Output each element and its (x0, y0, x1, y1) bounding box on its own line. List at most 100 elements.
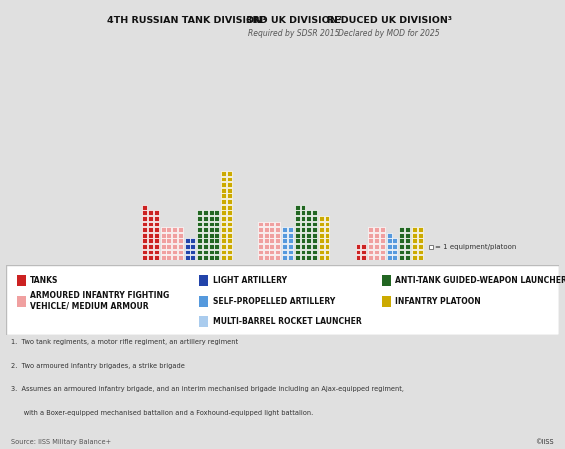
Bar (142, 233, 147, 238)
Bar (221, 244, 227, 249)
Bar (368, 233, 373, 238)
Bar (301, 244, 306, 249)
Bar (275, 238, 280, 243)
Bar (214, 255, 219, 260)
Bar (312, 210, 317, 215)
Bar (306, 210, 311, 215)
Text: with a Boxer-equipped mechanised battalion and a Foxhound-equipped light battali: with a Boxer-equipped mechanised battali… (11, 409, 314, 416)
Bar (221, 182, 227, 187)
Bar (214, 210, 219, 215)
Bar (295, 221, 300, 226)
Bar (221, 227, 227, 232)
Bar (199, 316, 208, 327)
Bar (282, 244, 287, 249)
Bar (142, 221, 147, 226)
Bar (282, 250, 287, 255)
Bar (374, 255, 379, 260)
Bar (324, 255, 329, 260)
Bar (148, 221, 153, 226)
Bar (177, 227, 182, 232)
Bar (295, 227, 300, 232)
Bar (148, 244, 153, 249)
Bar (295, 205, 300, 210)
Bar (306, 250, 311, 255)
Bar (258, 233, 263, 238)
Bar (306, 227, 311, 232)
Bar (203, 238, 208, 243)
Bar (306, 238, 311, 243)
Bar (295, 216, 300, 221)
Bar (197, 250, 202, 255)
Bar (319, 244, 324, 249)
Text: 3.  Assumes an armoured infantry brigade, and an interim mechanised brigade incl: 3. Assumes an armoured infantry brigade,… (11, 386, 404, 392)
Bar (199, 275, 208, 286)
Text: LIGHT ARTILLERY: LIGHT ARTILLERY (213, 276, 286, 285)
Bar (190, 244, 195, 249)
Bar (221, 176, 227, 181)
Bar (258, 238, 263, 243)
Bar (368, 227, 373, 232)
Bar (301, 250, 306, 255)
Bar (154, 255, 159, 260)
Bar (412, 227, 417, 232)
Text: TANKS: TANKS (30, 276, 58, 285)
Bar (386, 233, 392, 238)
Bar (306, 216, 311, 221)
Bar (214, 216, 219, 221)
Bar (208, 221, 214, 226)
Bar (399, 244, 405, 249)
Bar (275, 255, 280, 260)
Bar (386, 250, 392, 255)
Text: Source: IISS Military Balance+: Source: IISS Military Balance+ (11, 439, 111, 445)
Text: Declared by MOD for 2025: Declared by MOD for 2025 (338, 29, 440, 38)
Bar (142, 250, 147, 255)
Bar (177, 238, 182, 243)
Bar (208, 227, 214, 232)
Bar (301, 205, 306, 210)
Text: REDUCED UK DIVISION³: REDUCED UK DIVISION³ (327, 16, 451, 25)
Bar (361, 244, 366, 249)
Bar (172, 238, 177, 243)
Bar (154, 244, 159, 249)
Bar (288, 233, 293, 238)
Bar (227, 233, 232, 238)
Bar (380, 244, 385, 249)
Bar (154, 216, 159, 221)
Bar (148, 255, 153, 260)
Bar (324, 216, 329, 221)
Bar (270, 255, 275, 260)
Bar (17, 295, 25, 307)
Bar (208, 244, 214, 249)
Bar (301, 255, 306, 260)
Bar (275, 233, 280, 238)
Text: ANTI-TANK GUIDED-WEAPON LAUNCHER: ANTI-TANK GUIDED-WEAPON LAUNCHER (396, 276, 565, 285)
Bar (306, 244, 311, 249)
Bar (312, 250, 317, 255)
Bar (214, 244, 219, 249)
Bar (380, 250, 385, 255)
Bar (154, 227, 159, 232)
Bar (288, 244, 293, 249)
Bar (172, 227, 177, 232)
Bar (142, 238, 147, 243)
Bar (177, 250, 182, 255)
Text: Required by SDSR 2015: Required by SDSR 2015 (248, 29, 340, 38)
Bar (270, 233, 275, 238)
Bar (208, 250, 214, 255)
Bar (221, 199, 227, 204)
Bar (160, 255, 166, 260)
Bar (282, 233, 287, 238)
Bar (148, 227, 153, 232)
Bar (148, 238, 153, 243)
Bar (324, 238, 329, 243)
Bar (221, 216, 227, 221)
Bar (405, 227, 410, 232)
Bar (190, 250, 195, 255)
Bar (190, 238, 195, 243)
Bar (270, 227, 275, 232)
Text: 2.  Two armoured infantry brigades, a strike brigade: 2. Two armoured infantry brigades, a str… (11, 363, 185, 369)
Bar (295, 233, 300, 238)
Bar (306, 233, 311, 238)
Bar (319, 250, 324, 255)
Bar (319, 255, 324, 260)
